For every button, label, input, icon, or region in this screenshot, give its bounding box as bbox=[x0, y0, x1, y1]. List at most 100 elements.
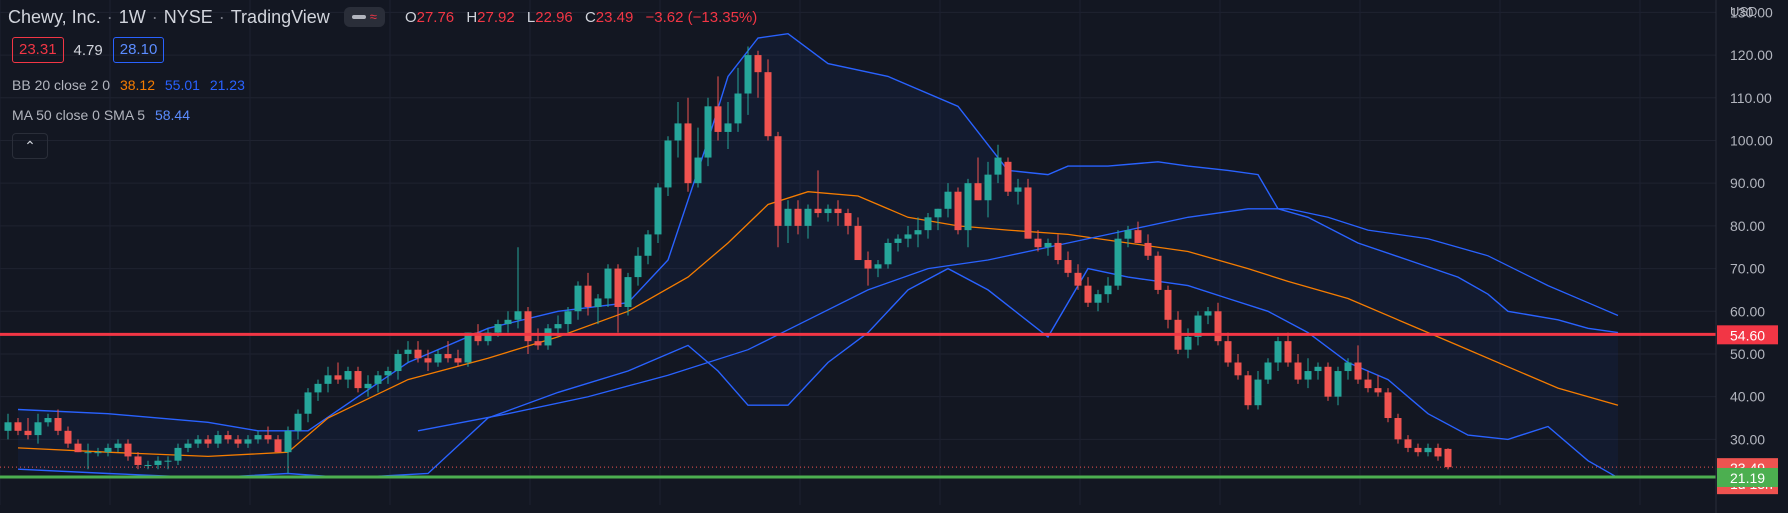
candle-body bbox=[1214, 311, 1222, 342]
ma-label: MA 50 close 0 SMA 5 bbox=[12, 107, 146, 123]
candle-body bbox=[544, 328, 552, 346]
candle-body bbox=[314, 383, 322, 393]
support-price-tag: 21.19 bbox=[1717, 467, 1778, 487]
candle-body bbox=[974, 183, 982, 201]
ma-legend[interactable]: MA 50 close 0 SMA 5 58.44 bbox=[12, 107, 196, 123]
provider-label: TradingView bbox=[230, 6, 330, 27]
candle-body bbox=[1314, 366, 1322, 372]
candle bbox=[944, 183, 952, 218]
candle-body bbox=[1094, 294, 1102, 303]
candle-body bbox=[434, 353, 442, 363]
bb-legend[interactable]: BB 20 close 2 0 38.12 55.01 21.23 bbox=[12, 77, 251, 93]
visibility-toggle[interactable]: ≈ bbox=[343, 7, 385, 27]
candle bbox=[534, 328, 542, 350]
candle bbox=[904, 225, 912, 248]
candle-body bbox=[874, 264, 882, 269]
candle bbox=[1214, 302, 1222, 346]
candle bbox=[94, 447, 102, 457]
candle bbox=[1284, 332, 1292, 367]
candle bbox=[654, 183, 662, 243]
y-tick-label: 80.00 bbox=[1730, 218, 1765, 234]
chevron-up-icon: ⌃ bbox=[24, 137, 36, 154]
trade-buttons: 23.31 4.79 28.10 bbox=[12, 37, 165, 63]
candle-body bbox=[1044, 242, 1052, 248]
candle-body bbox=[404, 349, 412, 354]
candle bbox=[374, 371, 382, 393]
candle-body bbox=[1444, 448, 1452, 468]
candle-body bbox=[764, 72, 772, 137]
candle-body bbox=[714, 106, 722, 132]
candle bbox=[104, 443, 112, 457]
candle-body bbox=[324, 375, 332, 384]
candle-body bbox=[704, 106, 712, 158]
candle bbox=[304, 388, 312, 423]
candle-body bbox=[274, 439, 282, 453]
candle-body bbox=[414, 349, 422, 359]
candle-body bbox=[964, 183, 972, 231]
candle-body bbox=[254, 435, 262, 440]
candle-body bbox=[1424, 447, 1432, 453]
candle bbox=[994, 144, 1002, 184]
candle bbox=[354, 366, 362, 393]
candle bbox=[674, 102, 682, 158]
candle bbox=[784, 200, 792, 243]
candle bbox=[544, 324, 552, 350]
candle bbox=[404, 341, 412, 363]
candle bbox=[394, 349, 402, 380]
buy-button[interactable]: 28.10 bbox=[112, 37, 165, 63]
candle-body bbox=[1244, 375, 1252, 406]
price-axis[interactable]: USD 30.00 40.00 50.00 60.00 70.00 80.00 90.00 10… bbox=[1715, 0, 1788, 513]
horizontal-lines bbox=[0, 332, 1716, 479]
bb-basis-line bbox=[17, 191, 1619, 458]
open-value: 27.76 bbox=[416, 8, 455, 26]
candle-body bbox=[664, 140, 672, 188]
candle-body bbox=[554, 324, 562, 329]
candle bbox=[144, 460, 152, 470]
change-value: −3.62 (−13.35%) bbox=[645, 8, 758, 26]
candle-body bbox=[114, 443, 122, 448]
candle-body bbox=[564, 311, 572, 325]
candle bbox=[174, 443, 182, 465]
candle bbox=[514, 247, 522, 329]
candle-body bbox=[1344, 362, 1352, 372]
candle bbox=[1374, 375, 1382, 397]
sell-button[interactable]: 23.31 bbox=[12, 37, 64, 63]
candle bbox=[644, 230, 652, 265]
candle bbox=[54, 409, 62, 436]
candle-body bbox=[454, 358, 462, 363]
close-value: 23.49 bbox=[595, 8, 634, 26]
exchange-label: NYSE bbox=[163, 6, 213, 27]
candle-body bbox=[444, 353, 452, 359]
candle bbox=[1104, 277, 1112, 303]
candle bbox=[184, 439, 192, 453]
resistance-price-tag: 54.60 bbox=[1717, 325, 1778, 345]
candle bbox=[684, 97, 692, 192]
symbol-name[interactable]: Chewy, Inc. bbox=[8, 6, 101, 27]
candle bbox=[824, 204, 832, 222]
candle bbox=[344, 366, 352, 389]
collapse-legend-button[interactable]: ⌃ bbox=[12, 133, 48, 159]
candle-body bbox=[1114, 238, 1122, 286]
candle bbox=[604, 264, 612, 307]
candle-body bbox=[44, 418, 52, 423]
candle-body bbox=[724, 123, 732, 132]
candle-body bbox=[424, 358, 432, 363]
candle bbox=[714, 76, 722, 141]
y-tick-label: 30.00 bbox=[1730, 431, 1765, 447]
candle-body bbox=[1144, 242, 1152, 256]
y-tick-label: 50.00 bbox=[1730, 346, 1765, 362]
candle-body bbox=[224, 435, 232, 440]
candle-body bbox=[374, 375, 382, 384]
candle-body bbox=[1134, 230, 1142, 243]
candle-body bbox=[1324, 366, 1332, 397]
candle bbox=[1074, 264, 1082, 290]
candle bbox=[564, 306, 572, 333]
candle bbox=[1354, 345, 1362, 384]
candle-body bbox=[1154, 255, 1162, 290]
candle bbox=[364, 375, 372, 397]
interval-label[interactable]: 1W bbox=[118, 6, 146, 27]
candle-body bbox=[1404, 439, 1412, 448]
candle-body bbox=[1054, 242, 1062, 261]
candle bbox=[1304, 358, 1312, 389]
